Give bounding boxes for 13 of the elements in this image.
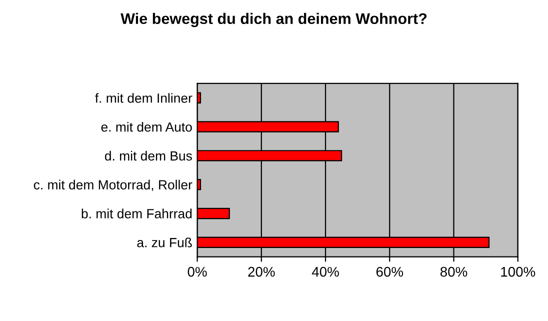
- y-tick-label: c. mit dem Motorrad, Roller: [34, 180, 192, 192]
- y-tick-label: e. mit dem Auto: [101, 122, 192, 132]
- x-tick-label: 0%: [188, 266, 207, 277]
- x-tick-label: 100%: [501, 266, 536, 277]
- y-tick-label: f. mit dem Inliner: [95, 93, 192, 103]
- x-tick-label: 60%: [376, 266, 404, 277]
- x-tick-label: 80%: [440, 266, 468, 277]
- y-tick-label: b. mit dem Fahrrad: [82, 208, 192, 218]
- y-tick-label: a. zu Fuß: [137, 238, 192, 248]
- x-tick-label: 20%: [248, 266, 275, 277]
- y-tick-label: d. mit dem Bus: [104, 150, 192, 161]
- chart-title: Wie bewegst du dich an deinem Wohnort?: [120, 12, 427, 28]
- x-tick-label: 40%: [312, 266, 339, 277]
